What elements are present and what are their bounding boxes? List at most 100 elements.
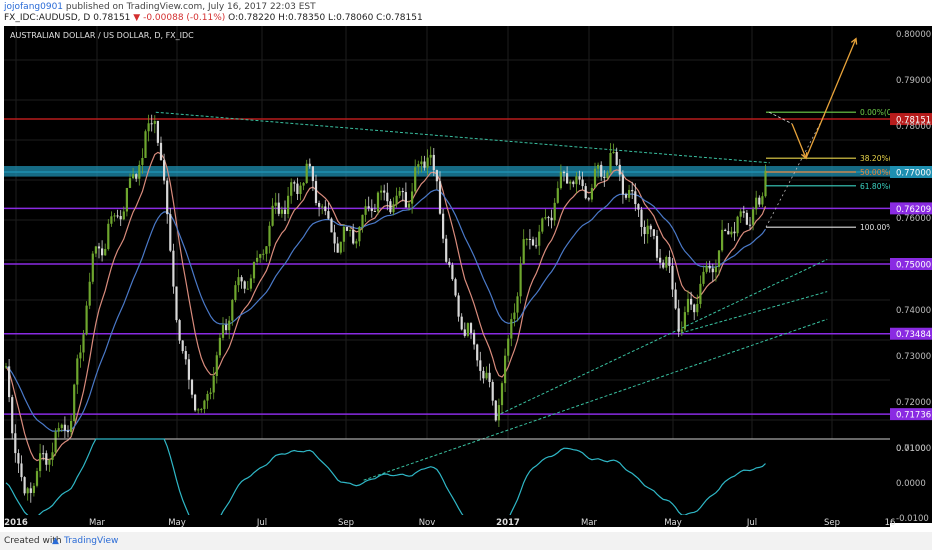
level-price-tag <box>890 166 932 178</box>
candle-body <box>643 227 646 235</box>
candle-body <box>206 393 209 401</box>
candle-body <box>516 296 519 313</box>
candle-body <box>764 170 767 197</box>
level-price-label: 0.78151 <box>896 116 931 126</box>
candle-body <box>547 217 550 219</box>
candle-body <box>662 262 665 268</box>
candle-body <box>150 123 153 125</box>
candle-body <box>727 231 730 235</box>
candle-body <box>122 211 125 220</box>
candle-body <box>234 285 237 300</box>
candle-body <box>212 376 215 393</box>
candle-body <box>752 209 755 225</box>
candle-body <box>249 278 252 289</box>
candle-body <box>587 198 590 200</box>
candle-body <box>355 241 358 244</box>
candle-body <box>184 351 187 360</box>
candle-body <box>404 192 407 208</box>
candle-body <box>333 232 336 244</box>
candle-body <box>457 295 460 317</box>
candle-body <box>420 161 423 165</box>
tradingview-link[interactable]: TradingView <box>64 536 119 546</box>
candle-body <box>330 218 333 233</box>
candle-body <box>339 241 342 253</box>
publisher-link[interactable]: jojofang0901 <box>4 2 64 12</box>
candle-body <box>597 164 600 169</box>
level-price-label: 0.71736 <box>896 411 931 421</box>
candle-body <box>314 181 318 203</box>
time-tick-label: Mar <box>89 518 106 528</box>
candle-body <box>308 163 311 167</box>
candle-body <box>141 157 144 165</box>
candle-body <box>125 187 128 212</box>
candle-body <box>631 189 634 192</box>
candle-body <box>268 225 271 247</box>
candle-body <box>345 226 349 231</box>
candle-body <box>628 189 631 198</box>
candle-body <box>274 202 277 206</box>
candle-body <box>535 245 538 247</box>
channel-guide <box>768 111 793 125</box>
published-text: published on TradingView.com, July 16, 2… <box>65 2 316 12</box>
candle-body <box>531 239 535 246</box>
candle-body <box>218 337 221 356</box>
price-chart[interactable]: 0.00%(038.20%(050.00%(061.80%(0100.00%( … <box>0 26 932 532</box>
candle-body <box>29 488 32 493</box>
candle-body <box>190 379 194 395</box>
candle-body <box>739 211 742 217</box>
candle-body <box>73 384 76 421</box>
candle-body <box>60 424 63 429</box>
candle-body <box>417 164 420 168</box>
candle-body <box>528 238 531 240</box>
candle-body <box>476 344 479 361</box>
candle-body <box>677 308 680 332</box>
last-price: 0.78151 <box>93 13 131 23</box>
candle-body <box>649 225 652 230</box>
price-tick-label: 0.80000 <box>896 30 931 40</box>
candle-body <box>553 202 556 221</box>
candle-body <box>39 453 42 472</box>
candle-body <box>63 424 66 431</box>
candle-body <box>48 459 51 465</box>
plot-background <box>4 26 890 523</box>
candle-body <box>373 210 376 212</box>
candle-body <box>590 187 593 200</box>
candle-body <box>469 323 473 333</box>
candle-body <box>758 197 761 205</box>
candle-body <box>166 180 169 215</box>
candle-body <box>4 366 8 368</box>
level-price-label: 0.77000 <box>896 169 931 179</box>
chart-title: AUSTRALIAN DOLLAR / US DOLLAR, D, FX_IDC <box>10 31 194 40</box>
candle-body <box>637 204 640 210</box>
candle-body <box>187 359 190 380</box>
created-with-text: Created with <box>4 536 62 546</box>
candle-body <box>364 206 367 215</box>
candle-body <box>367 206 370 209</box>
breakout-arrow-head <box>850 37 858 45</box>
candle-body <box>398 190 401 196</box>
candle-body <box>414 167 417 192</box>
candle-body <box>380 190 383 193</box>
candle-body <box>721 229 724 251</box>
level-price-label: 0.73484 <box>896 330 931 340</box>
candle-body <box>383 190 386 193</box>
candle-body <box>178 320 181 341</box>
pullback-arrow <box>791 123 807 159</box>
candle-body <box>445 238 448 262</box>
candle-body <box>541 218 544 232</box>
candle-body <box>302 182 305 186</box>
candle-body <box>386 192 389 202</box>
candle-body <box>612 151 615 154</box>
oscillator-line <box>5 438 766 524</box>
candle-body <box>423 161 426 168</box>
candle-body <box>11 397 14 434</box>
candle-body <box>755 197 758 210</box>
candle-body <box>500 383 504 406</box>
candle-body <box>113 215 116 217</box>
level-price-tag <box>890 113 932 126</box>
candle-body <box>175 286 178 321</box>
candle-body <box>696 303 699 313</box>
fib-level-label: 61.80%(0 <box>860 182 897 191</box>
candle-body <box>485 372 488 379</box>
candle-body <box>733 231 736 234</box>
